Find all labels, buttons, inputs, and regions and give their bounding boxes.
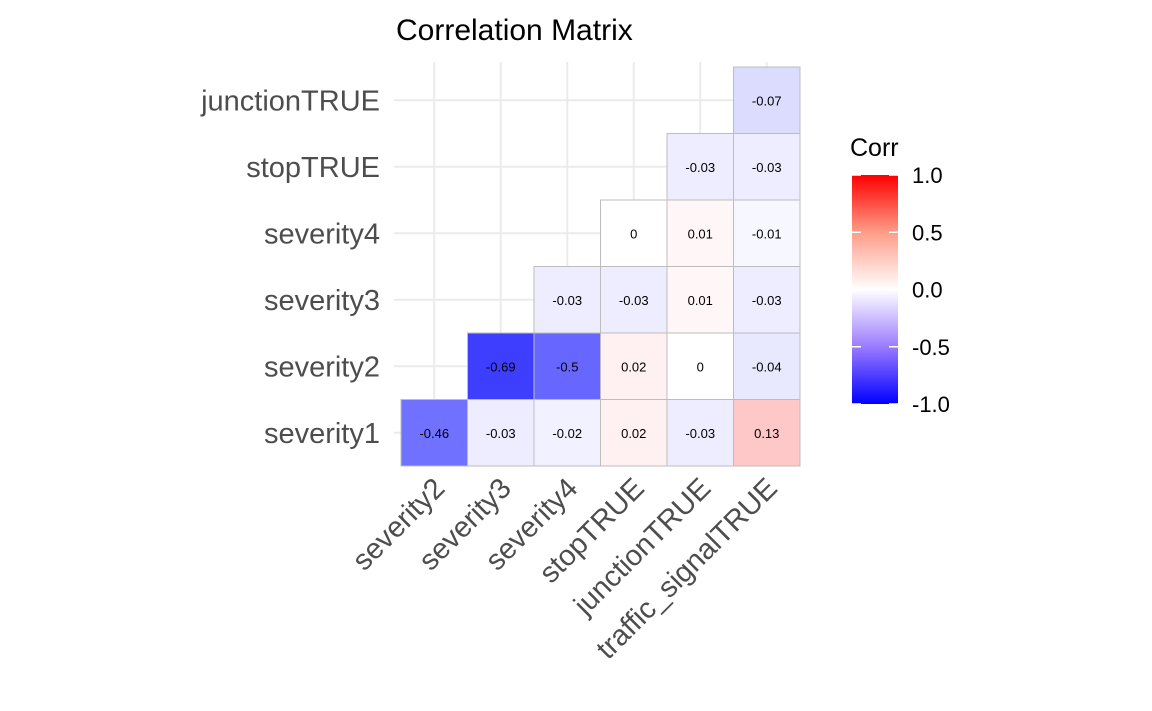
legend-tick-label: -1.0 [912,392,950,417]
y-tick-label: severity3 [264,285,380,317]
heatmap-cell [733,199,801,267]
legend-tick-label: 0.5 [912,220,943,245]
cell-value-label: -0.07 [752,93,782,108]
heatmap-cell [666,332,734,400]
color-legend: Corr 1.0 0.5 0.0 -0.5 -1.0 [850,134,950,417]
cell-value-label: -0.03 [685,160,715,175]
cell-value-label: 0.02 [621,426,646,441]
cell-value-label: -0.03 [752,293,782,308]
cell-value-label: -0.69 [486,359,516,374]
heatmap-cell [600,199,668,267]
cell-value-label: -0.01 [752,226,782,241]
cell-value-label: -0.03 [752,160,782,175]
cell-value-label: -0.03 [685,426,715,441]
heatmap-cell [733,266,801,334]
heatmap-cell [600,266,668,334]
cell-value-label: 0 [697,359,704,374]
cell-value-label: -0.5 [556,359,578,374]
cell-value-label: 0.13 [754,426,779,441]
chart-title: Correlation Matrix [396,14,633,47]
heatmap-cell [533,266,601,334]
legend-tick-label: 0.0 [912,278,943,303]
heatmap-cell [733,66,801,134]
x-axis-tick-labels: severity2severity3severity4stopTRUEjunct… [347,472,784,665]
heatmap-cells: -0.46 -0.03 -0.02 0.02 -0.03 0.13 -0.69 -0.5 0.0… [400,66,801,467]
heatmap-cell [400,399,468,467]
cell-value-label: -0.04 [752,359,782,374]
cell-value-label: 0 [630,226,637,241]
y-tick-label: junctionTRUE [200,85,380,117]
y-tick-label: severity2 [264,351,380,383]
cell-value-label: 0.02 [621,359,646,374]
heatmap-cell [467,332,535,400]
y-tick-label: severity4 [264,218,380,250]
cell-value-label: -0.46 [419,426,449,441]
heatmap-cell [733,399,801,467]
legend-title: Corr [850,134,899,162]
cell-value-label: -0.03 [619,293,649,308]
heatmap-cell [666,266,734,334]
heatmap-cell [666,399,734,467]
y-tick-label: stopTRUE [246,152,380,184]
heatmap-cell [733,133,801,201]
legend-tick-label: 1.0 [912,163,943,188]
cell-value-label: 0.01 [688,293,713,308]
cell-value-label: -0.03 [552,293,582,308]
legend-ticks: 1.0 0.5 0.0 -0.5 -1.0 [852,163,950,417]
cell-value-label: 0.01 [688,226,713,241]
legend-tick-label: -0.5 [912,335,950,360]
y-axis-tick-labels: severity1 severity2 severity3 severity4 stop… [200,85,380,450]
cell-value-label: -0.02 [552,426,582,441]
y-tick-label: severity1 [264,418,380,450]
cell-value-label: -0.03 [486,426,516,441]
heatmap-cell [666,199,734,267]
heatmap-cell [733,332,801,400]
